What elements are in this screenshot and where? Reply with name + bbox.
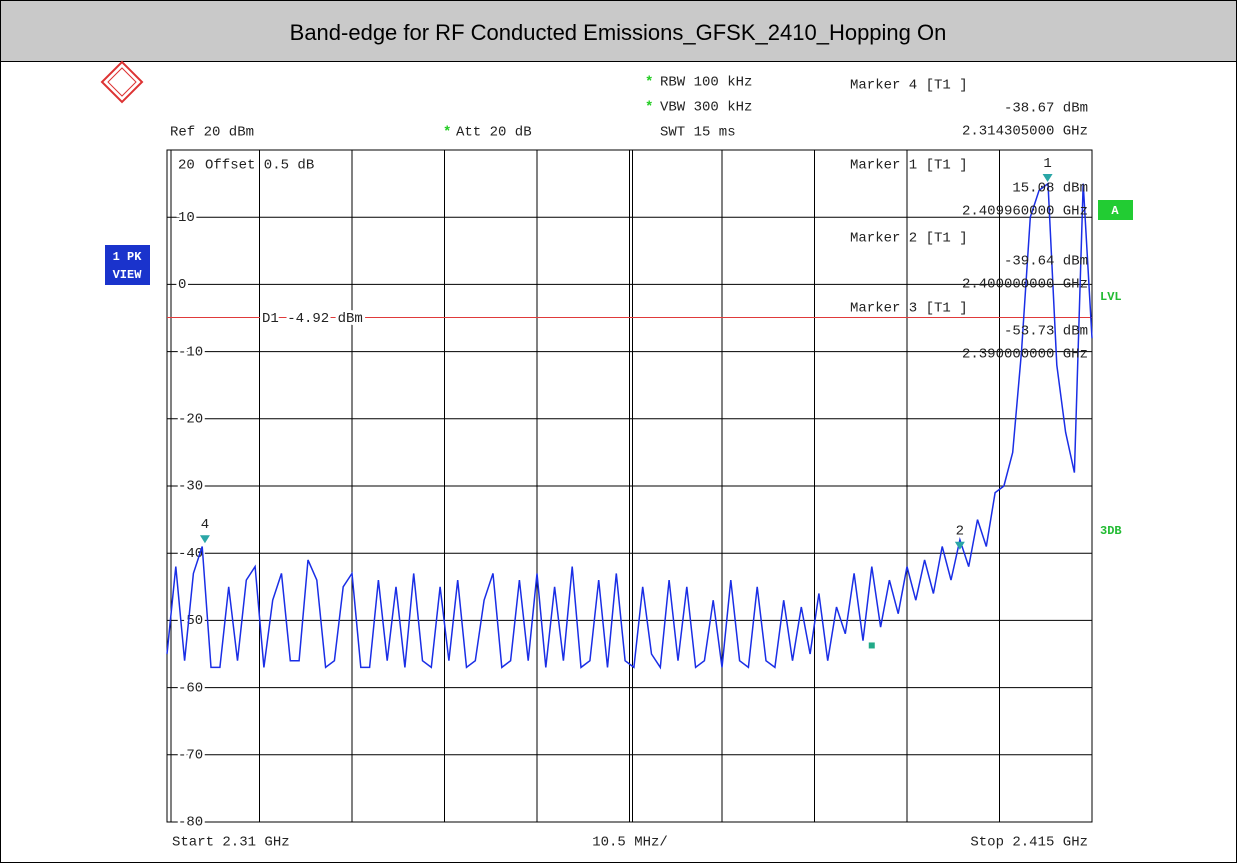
y-tick-label: -10 <box>178 344 203 360</box>
marker-number: 1 <box>1043 156 1051 172</box>
marker-label: Marker 1 [T1 ] <box>850 158 968 174</box>
marker-number: 2 <box>956 523 964 539</box>
trace <box>166 182 1093 670</box>
trace-mode: VIEW <box>113 268 143 282</box>
marker <box>1042 174 1053 183</box>
marker-freq: 2.314305000 GHz <box>962 124 1088 140</box>
swt: SWT 15 ms <box>660 125 736 141</box>
stop: Stop 2.415 GHz <box>970 835 1088 851</box>
y-tick-label: 10 <box>178 210 195 226</box>
display-line-label: D1 -4.92 dBm <box>262 311 363 327</box>
marker <box>868 642 875 649</box>
marker-value: -53.73 dBm <box>1004 324 1088 340</box>
side-label: LVL <box>1100 290 1122 304</box>
y-tick-label: 20 <box>178 158 195 174</box>
marker <box>199 535 210 544</box>
marker-label: Marker 4 [T1 ] <box>850 78 968 94</box>
logo <box>100 60 144 104</box>
setting-star: * <box>645 75 653 91</box>
trace-mode: 1 PK <box>113 250 143 264</box>
y-tick-label: -30 <box>178 479 203 495</box>
side-label: A <box>1111 204 1119 218</box>
trace-mode-box <box>105 245 150 285</box>
marker-value: 15.08 dBm <box>1012 181 1088 197</box>
setting-star: * <box>645 100 653 116</box>
y-tick-label: -80 <box>178 815 203 831</box>
att: Att 20 dB <box>456 125 532 141</box>
y-tick-label: 0 <box>178 277 186 293</box>
marker-number: 4 <box>201 517 209 533</box>
marker-freq: 2.390000000 GHz <box>962 347 1088 363</box>
side-box <box>1098 200 1133 220</box>
y-tick-label: -70 <box>178 748 203 764</box>
marker-label: Marker 2 [T1 ] <box>850 231 968 247</box>
marker-value: -38.67 dBm <box>1004 101 1088 117</box>
ref: Ref 20 dBm <box>170 125 254 141</box>
title-bar <box>0 0 1237 62</box>
marker <box>954 541 965 550</box>
marker-value: -39.64 dBm <box>1004 254 1088 270</box>
y-tick-label: -50 <box>178 613 203 629</box>
marker-freq: 2.409960000 GHz <box>962 204 1088 220</box>
rbw: RBW 100 kHz <box>660 75 752 91</box>
side-label: 3DB <box>1100 524 1122 538</box>
y-tick-label: -20 <box>178 412 203 428</box>
span-div: 10.5 MHz/ <box>592 835 668 851</box>
chart-title: Band-edge for RF Conducted Emissions_GFS… <box>290 20 947 45</box>
marker-freq: 2.400000000 GHz <box>962 277 1088 293</box>
y-tick-label: -60 <box>178 680 203 696</box>
start: Start 2.31 GHz <box>172 835 290 851</box>
setting-star: * <box>443 125 451 141</box>
marker-label: Marker 3 [T1 ] <box>850 301 968 317</box>
vbw: VBW 300 kHz <box>660 100 752 116</box>
